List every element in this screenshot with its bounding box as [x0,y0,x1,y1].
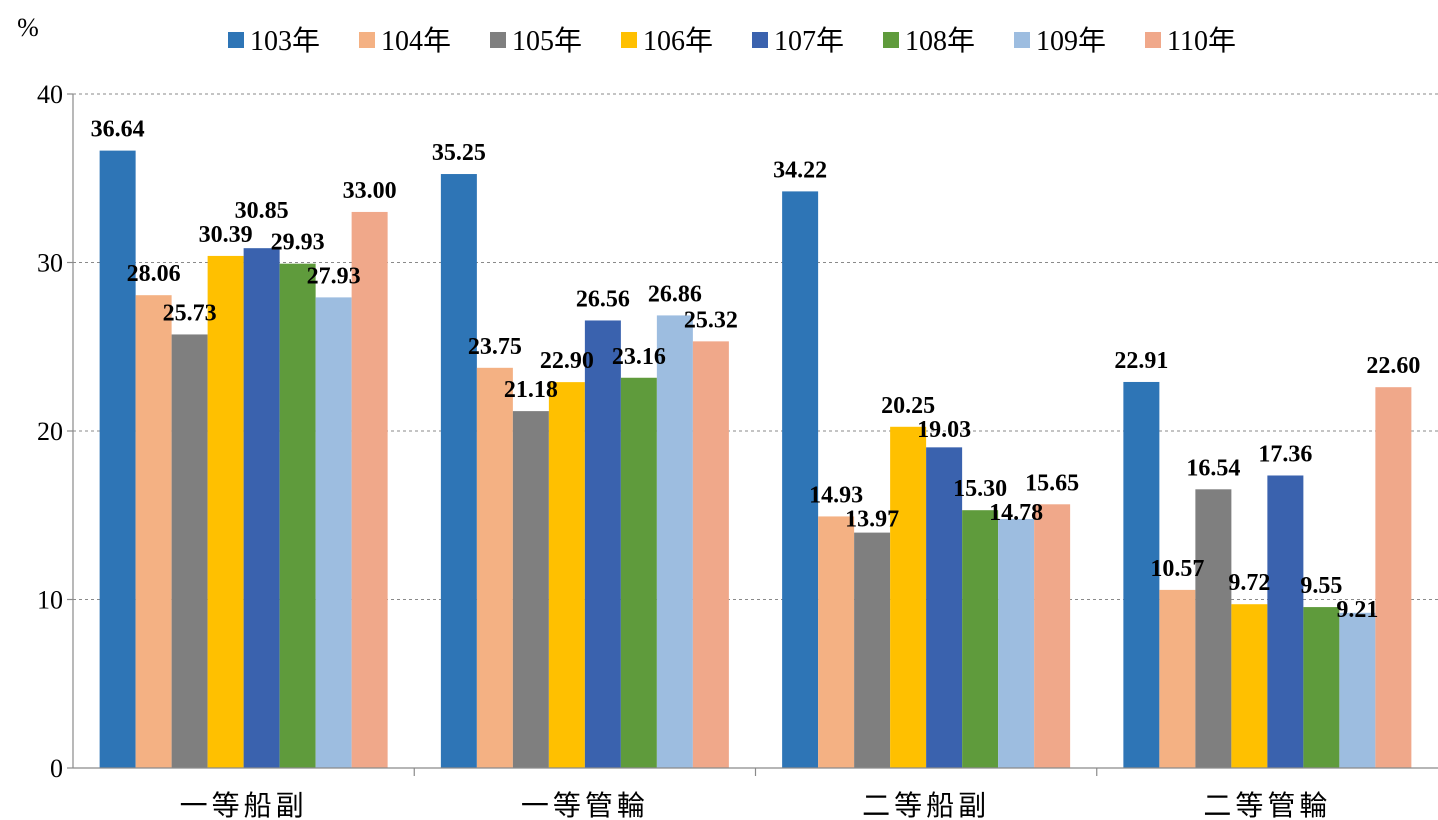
legend-swatch-2 [490,32,506,48]
legend-label-3: 106年 [643,25,713,57]
data-label-1-1: 23.75 [468,334,522,360]
data-label-0-2: 25.73 [163,300,217,326]
bar-2-3 [890,426,927,768]
data-label-2-0: 34.22 [773,157,827,183]
bar-1-3 [548,382,585,768]
bars [99,150,1412,769]
data-label-3-3: 9.72 [1228,570,1270,596]
data-label-0-0: 36.64 [91,117,145,143]
bar-1-2 [512,411,549,768]
data-label-3-7: 22.60 [1366,353,1420,379]
y-tick-label-3: 30 [37,249,63,278]
data-label-0-5: 29.93 [271,230,325,256]
bar-2-5 [962,510,999,768]
bar-3-6 [1339,612,1376,768]
legend-label-6: 109年 [1036,25,1106,57]
bar-0-4 [243,248,280,769]
bar-1-0 [440,174,477,769]
bar-1-1 [476,367,513,768]
y-tick-label-4: 40 [37,80,63,109]
data-label-3-4: 17.36 [1258,441,1312,467]
data-label-3-1: 10.57 [1150,556,1204,582]
data-label-1-0: 35.25 [432,140,486,166]
data-label-3-0: 22.91 [1114,348,1168,374]
bar-3-3 [1231,604,1268,768]
bar-0-2 [171,334,208,768]
data-label-0-3: 30.39 [199,222,253,248]
legend-label-2: 105年 [512,25,582,57]
bar-3-7 [1375,387,1412,768]
data-label-1-2: 21.18 [504,377,558,403]
bar-3-2 [1195,489,1232,768]
data-label-2-3: 20.25 [881,393,935,419]
bar-0-5 [279,263,316,768]
y-tick-label-2: 20 [37,417,63,446]
bar-2-0 [782,191,819,768]
x-category-label-2: 二等船副 [862,790,990,820]
legend-swatch-1 [359,32,375,48]
bar-1-5 [620,377,657,768]
data-label-2-1: 14.93 [809,482,863,508]
bar-0-0 [99,150,136,769]
legend: 103年 104年 105年 106年 107年 108年 109年 110年 [228,25,1236,57]
bar-2-6 [998,518,1035,768]
legend-swatch-3 [621,32,637,48]
bar-3-0 [1123,381,1160,768]
data-label-0-7: 33.00 [343,178,397,204]
legend-swatch-4 [752,32,768,48]
y-axis-unit: % [17,13,39,42]
legend-label-7: 110年 [1167,25,1236,57]
bar-0-7 [351,211,388,768]
data-label-3-6: 9.21 [1336,597,1378,623]
bar-3-1 [1159,589,1196,768]
legend-swatch-7 [1145,32,1161,48]
x-category-label-3: 二等管輪 [1203,790,1331,820]
bar-0-3 [207,255,244,769]
data-label-1-5: 23.16 [612,344,666,370]
data-label-1-6: 26.86 [648,281,702,307]
bar-2-1 [818,516,855,768]
bar-2-4 [926,447,963,768]
legend-swatch-6 [1014,32,1030,48]
data-label-0-4: 30.85 [235,198,289,224]
x-category-label-0: 一等船副 [180,790,308,820]
legend-label-1: 104年 [381,25,451,57]
data-label-0-6: 27.93 [307,263,361,289]
data-label-1-3: 22.90 [540,348,594,374]
bar-1-6 [656,315,693,768]
legend-swatch-0 [228,32,244,48]
bar-3-4 [1267,475,1304,768]
data-label-0-1: 28.06 [127,261,181,287]
gridlines: 0 10 20 30 40 [37,80,1438,783]
data-label-2-5: 15.30 [953,476,1007,502]
data-label-1-4: 26.56 [576,286,630,312]
bar-1-7 [692,341,729,768]
bar-0-6 [315,297,352,768]
bar-0-1 [135,295,172,768]
legend-swatch-5 [883,32,899,48]
data-label-2-6: 14.78 [989,500,1043,526]
bar-2-2 [854,532,891,768]
bar-1-4 [584,320,621,768]
data-label-2-4: 19.03 [917,417,971,443]
data-label-1-7: 25.32 [684,307,738,333]
y-tick-label-1: 10 [37,586,63,615]
legend-label-4: 107年 [774,25,844,57]
legend-label-5: 108年 [905,25,975,57]
bar-2-7 [1034,504,1071,768]
legend-label-0: 103年 [250,25,320,57]
data-label-2-7: 15.65 [1025,470,1079,496]
y-tick-label-0: 0 [50,754,63,783]
data-label-3-2: 16.54 [1186,455,1240,481]
data-label-3-5: 9.55 [1300,573,1342,599]
x-category-label-1: 一等管輪 [521,790,649,820]
data-label-2-2: 13.97 [845,506,899,532]
bar-3-5 [1303,607,1340,768]
axes: 一等船副 一等管輪 二等船副 二等管輪 [72,94,1438,820]
